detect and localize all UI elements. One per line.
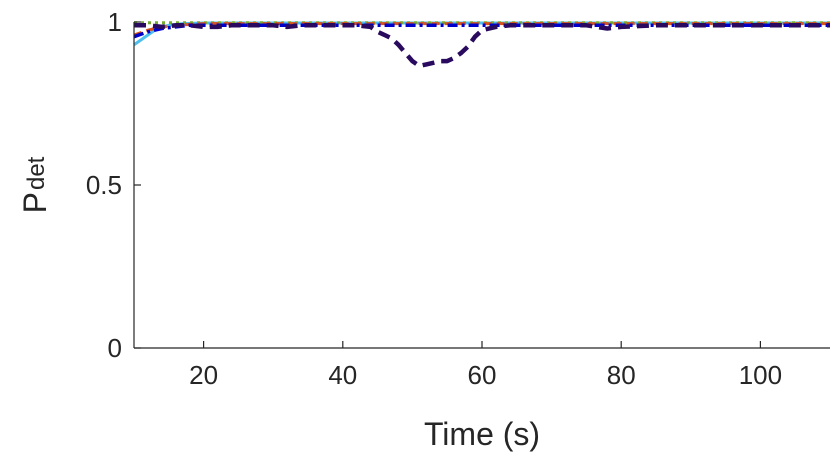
y-tick-label: 0: [108, 333, 122, 363]
y-axis-label-main: P: [17, 192, 53, 213]
y-tick-label: 1: [108, 7, 122, 37]
axes-layer: [133, 22, 830, 349]
x-tick-label: 20: [189, 360, 218, 390]
y-axis-label-sub: det: [23, 156, 50, 190]
x-tick-label: 80: [607, 360, 636, 390]
x-axis-label: Time (s): [424, 416, 540, 452]
x-tick-label: 40: [328, 360, 357, 390]
y-axis-label: Pdet: [17, 156, 53, 213]
series-layer: [133, 21, 830, 69]
series-line-5: [134, 23, 830, 69]
x-tick-label: 100: [739, 360, 782, 390]
x-ticks: 20 40 60 80 100: [189, 341, 782, 390]
y-ticks: 00.51: [86, 7, 141, 363]
x-tick-label: 60: [468, 360, 497, 390]
series-line-4: [133, 23, 830, 39]
y-tick-label: 0.5: [86, 170, 122, 200]
y-axis-label-text: Pdet: [17, 156, 53, 213]
